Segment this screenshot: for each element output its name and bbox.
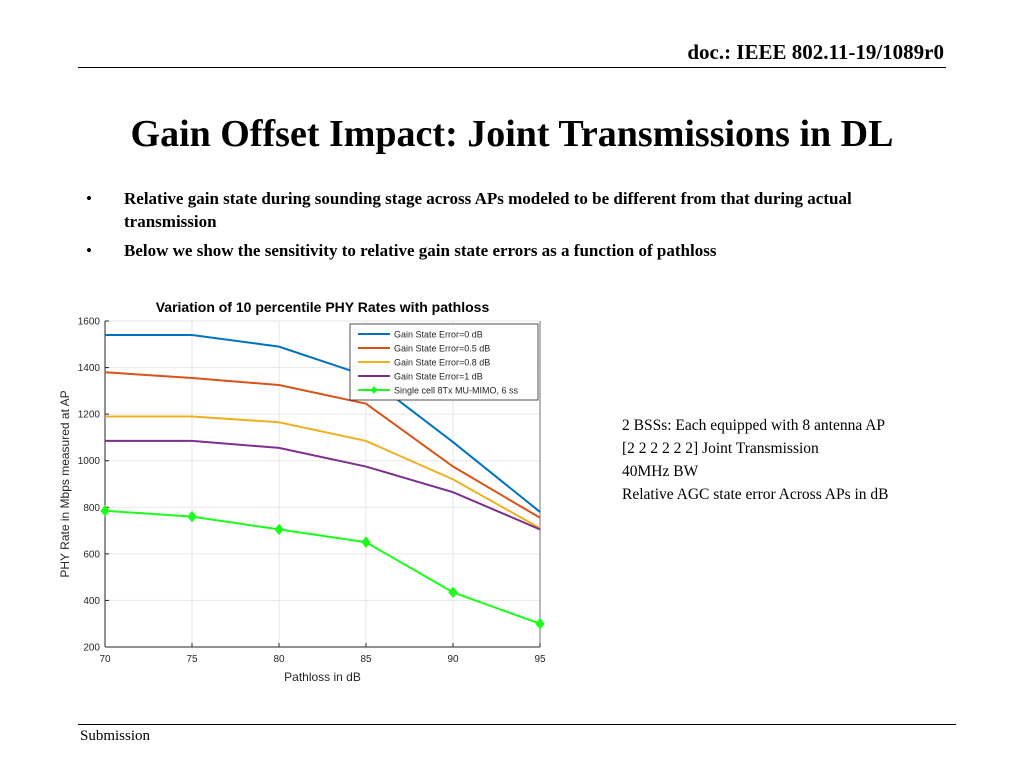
legend-entry: Gain State Error=0.8 dB	[394, 358, 490, 368]
slide-title: Gain Offset Impact: Joint Transmissions …	[130, 113, 894, 155]
bullet-item: • Below we show the sensitivity to relat…	[86, 239, 946, 262]
data-point-4	[187, 510, 197, 523]
legend-entry: Gain State Error=1 dB	[394, 372, 483, 382]
legend-marker	[370, 386, 378, 394]
data-point-4	[274, 523, 284, 536]
chart-svg: 70 75 80 85 90 95 200 400 600 800 1000 1200 1400 1600…	[58, 299, 546, 684]
bullet-text: Relative gain state during sounding stag…	[124, 189, 852, 231]
doc-id: doc.: IEEE 802.11-19/1089r0	[687, 40, 944, 64]
legend-entry: Gain State Error=0 dB	[394, 330, 483, 340]
note-line: 40MHz BW	[622, 463, 699, 480]
x-tick-label: 90	[447, 654, 459, 665]
x-tick-label: 95	[534, 654, 546, 665]
footer-label: Submission	[80, 728, 151, 744]
y-tick-label: 1600	[78, 317, 101, 328]
data-point-4	[361, 536, 371, 549]
series-line-1	[104, 371, 541, 519]
header-rule	[78, 67, 946, 68]
bullet-marker: •	[86, 189, 92, 208]
series-line-4	[104, 509, 541, 625]
legend-entry: Gain State Error=0.5 dB	[394, 344, 490, 354]
data-point-4	[535, 617, 545, 630]
footer-rule	[78, 724, 956, 725]
x-axis-label: Pathloss in dB	[284, 670, 361, 684]
data-point-4	[448, 586, 458, 599]
chart-title: Variation of 10 percentile PHY Rates wit…	[156, 299, 490, 315]
x-tick-label: 80	[273, 654, 285, 665]
bullet-item: • Relative gain state during sounding st…	[86, 187, 946, 233]
note-line: 2 BSSs: Each equipped with 8 antenna AP	[622, 417, 886, 434]
y-tick-label: 800	[83, 503, 100, 514]
y-tick-label: 400	[83, 596, 100, 607]
x-tick-label: 70	[99, 654, 111, 665]
y-tick-label: 200	[83, 643, 100, 654]
bullet-marker: •	[86, 241, 92, 260]
bullet-text: Below we show the sensitivity to relativ…	[124, 241, 717, 260]
series-line-0	[105, 333, 541, 513]
note-line: Relative AGC state error Across APs in d…	[622, 486, 889, 503]
series-line-2	[105, 415, 541, 530]
y-tick-label: 600	[83, 549, 100, 560]
y-tick-label: 1200	[78, 410, 101, 421]
bullet-list: • Relative gain state during sounding st…	[86, 187, 946, 268]
y-tick-label: 1000	[78, 456, 101, 467]
legend-entry: Single cell 8Tx MU-MIMO, 6 ss	[394, 386, 519, 396]
x-tick-label: 85	[360, 654, 372, 665]
data-point-4	[100, 504, 110, 517]
x-tick-label: 75	[186, 654, 198, 665]
note-line: [2 2 2 2 2 2] Joint Transmission	[622, 440, 819, 457]
y-axis-label: PHY Rate in Mbps measured at AP	[58, 390, 72, 577]
notes: 2 BSSs: Each equipped with 8 antenna AP …	[622, 414, 889, 506]
series-line-3	[105, 439, 541, 531]
chart: 70 75 80 85 90 95 200 400 600 800 1000 1200 1400 1600…	[55, 296, 555, 696]
y-tick-label: 1400	[78, 363, 101, 374]
